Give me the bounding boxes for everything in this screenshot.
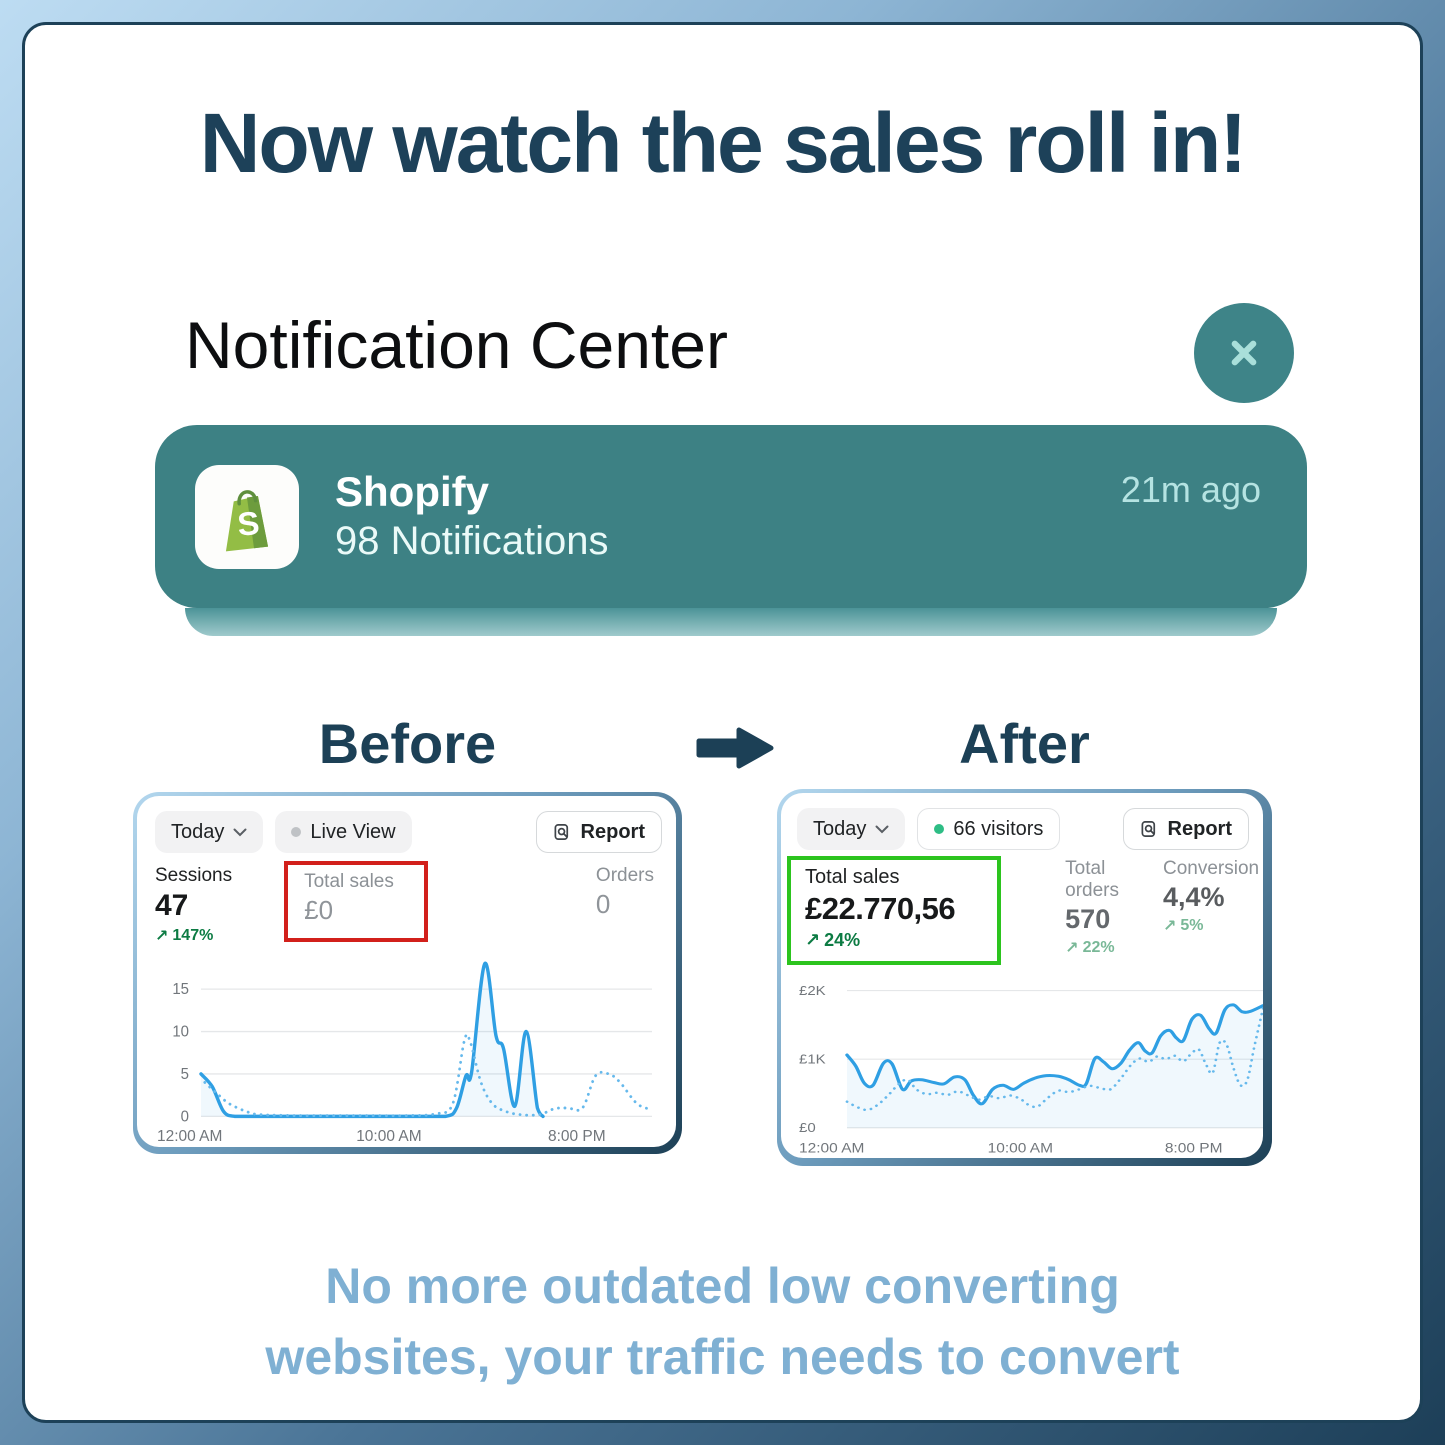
trend-up-icon: ↗ [155, 926, 169, 945]
notification-app-name: Shopify [335, 468, 489, 516]
conversion-delta: ↗ 5% [1163, 916, 1204, 935]
chevron-down-icon [233, 828, 247, 836]
after-dashboard-card: Today 66 visitors [777, 789, 1272, 1166]
sessions-label: Sessions [155, 865, 233, 886]
before-dashboard-card: Today Live View [133, 792, 682, 1154]
close-icon [1231, 340, 1257, 366]
svg-text:10:00 AM: 10:00 AM [988, 1141, 1053, 1156]
page-title: Now watch the sales roll in! [199, 96, 1248, 190]
visitors-label: 66 visitors [953, 817, 1044, 840]
report-label: Report [1167, 817, 1232, 840]
content-frame: Now watch the sales roll in! Notificatio… [22, 22, 1423, 1423]
date-range-label: Today [171, 820, 225, 843]
before-label: Before [318, 712, 497, 775]
svg-text:£0: £0 [799, 1121, 816, 1136]
shopify-app-icon: S [195, 464, 299, 569]
close-button[interactable] [1194, 303, 1294, 403]
before-metrics: Sessions 47 ↗ 147% Total sales £0 Orders… [155, 861, 662, 945]
total-orders-metric: Total orders 570 ↗ 22% [1065, 858, 1163, 957]
report-label: Report [580, 820, 645, 843]
notification-center-title: Notification Center [185, 308, 728, 382]
trend-up-icon: ↗ [805, 930, 821, 951]
svg-text:8:00 PM: 8:00 PM [1165, 1141, 1223, 1156]
date-range-dropdown[interactable]: Today [797, 808, 906, 850]
trend-up-icon: ↗ [1065, 938, 1079, 957]
svg-text:12:00 AM: 12:00 AM [799, 1141, 864, 1156]
sessions-metric: Sessions 47 ↗ 147% [155, 865, 232, 945]
total-sales-highlight-box: Total sales £0 [284, 861, 428, 942]
conversion-label: Conversion [1163, 858, 1260, 879]
report-button[interactable]: Report [1122, 808, 1249, 850]
total-sales-value: £0 [304, 895, 334, 925]
conversion-value: 4,4% [1163, 882, 1225, 912]
total-orders-value: 570 [1065, 904, 1111, 934]
live-view-label: Live View [310, 820, 396, 843]
notification-text: Shopify 98 Notifications [335, 468, 608, 564]
svg-text:£1K: £1K [799, 1052, 826, 1067]
visitors-button[interactable]: 66 visitors [917, 808, 1061, 850]
date-range-dropdown[interactable]: Today [155, 811, 264, 853]
total-sales-highlight-box: Total sales £22.770,56 ↗ 24% [787, 856, 1002, 965]
orders-label: Orders [595, 865, 654, 886]
notification-message: 98 Notifications [335, 518, 609, 563]
before-sessions-chart: 0 5 10 15 12:00 AM 10:00 AM 8:00 PM [155, 947, 662, 1147]
total-orders-label: Total orders [1065, 858, 1120, 901]
shopify-notification[interactable]: S Shopify 98 Notifications 21m ago [155, 425, 1307, 608]
footer-tagline: No more outdated low converting websites… [25, 1251, 1420, 1393]
total-sales-delta: ↗ 24% [805, 930, 861, 951]
svg-text:5: 5 [181, 1066, 189, 1083]
sessions-delta: ↗ 147% [155, 926, 214, 945]
total-orders-delta: ↗ 22% [1065, 938, 1115, 957]
sessions-value: 47 [155, 889, 189, 922]
live-view-button[interactable]: Live View [275, 811, 412, 853]
orders-value: 0 [595, 889, 611, 919]
report-button[interactable]: Report [535, 811, 662, 853]
trend-up-icon: ↗ [1163, 916, 1177, 935]
svg-text:15: 15 [172, 981, 189, 998]
chevron-down-icon [875, 825, 889, 833]
report-icon [1141, 820, 1155, 837]
after-metrics: Total sales £22.770,56 ↗ 24% Total order… [787, 856, 1263, 965]
after-toolbar: Today 66 visitors [797, 808, 1263, 850]
live-view-dot-icon [291, 827, 302, 837]
shopify-monogram: S [236, 503, 261, 542]
svg-text:£2K: £2K [799, 984, 826, 999]
svg-text:8:00 PM: 8:00 PM [548, 1128, 606, 1145]
date-range-label: Today [813, 817, 867, 840]
after-label: After [959, 712, 1090, 775]
conversion-metric: Conversion 4,4% ↗ 5% [1163, 858, 1263, 935]
report-icon [554, 823, 568, 840]
footer-line-1: No more outdated low converting [325, 1258, 1120, 1314]
svg-text:10:00 AM: 10:00 AM [356, 1128, 421, 1145]
svg-text:10: 10 [172, 1024, 189, 1041]
notification-stack-edge [185, 608, 1277, 636]
right-arrow-icon [696, 727, 774, 769]
svg-text:0: 0 [181, 1108, 189, 1125]
svg-text:12:00 AM: 12:00 AM [157, 1128, 222, 1145]
before-toolbar: Today Live View [155, 811, 662, 853]
live-visitors-dot-icon [934, 824, 945, 834]
total-sales-label: Total sales [805, 866, 900, 888]
after-sales-chart: £0 £1K £2K 12:00 AM 10:00 AM 8:00 PM [797, 973, 1263, 1158]
notification-timestamp: 21m ago [1120, 469, 1261, 510]
total-sales-value: £22.770,56 [805, 891, 956, 926]
orders-metric: Orders 0 [596, 865, 654, 920]
total-sales-label: Total sales [304, 871, 394, 892]
footer-line-2: websites, your traffic needs to convert [265, 1329, 1180, 1385]
